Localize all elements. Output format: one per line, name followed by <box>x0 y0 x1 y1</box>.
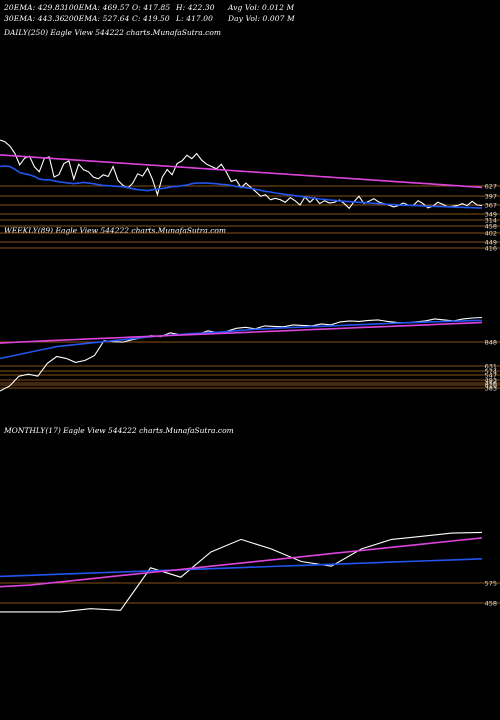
level-label: 402 <box>485 230 497 238</box>
series-ema-slow <box>0 154 483 189</box>
daily-panel-title: DAILY(250) Eagle View 544222 charts.Muna… <box>4 28 221 37</box>
level-label: 493 <box>485 377 497 385</box>
level-label: 449 <box>485 239 497 247</box>
stat-day-vol: Day Vol: 0.007 M <box>228 14 295 23</box>
series-price <box>0 531 483 613</box>
level-label: 574 <box>485 368 497 376</box>
level-label: 458 <box>485 223 497 231</box>
level-label: 349 <box>485 211 497 219</box>
level-label: 416 <box>485 245 497 253</box>
stat-avg-vol: Avg Vol: 0.012 M <box>228 3 295 12</box>
level-label: 383 <box>485 385 497 393</box>
level-label: 458 <box>485 600 497 608</box>
series-ema-slow <box>0 321 483 344</box>
series-ema-fast <box>0 165 482 209</box>
stat-high: H: 422.30 <box>176 3 215 12</box>
stat-100ema: 100EMA: 469.57 <box>64 3 130 12</box>
series-ema-fast <box>0 558 483 578</box>
level-label: 367 <box>485 202 497 210</box>
level-label: 848 <box>485 339 497 347</box>
series-ema-slow <box>0 537 483 588</box>
level-label: 314 <box>485 217 497 225</box>
monthly-panel-title: MONTHLY(17) Eagle View 544222 charts.Mun… <box>4 426 234 435</box>
level-label: 397 <box>485 193 497 201</box>
series-ema-fast <box>0 319 483 360</box>
level-label: 547 <box>485 372 497 380</box>
level-label: 456 <box>485 380 497 388</box>
stat-open: O: 417.85 <box>132 3 171 12</box>
level-label: 575 <box>485 580 497 588</box>
stat-close: C: 419.50 <box>132 14 170 23</box>
level-label: 416 <box>485 382 497 390</box>
stat-low: L: 417.00 <box>176 14 214 23</box>
stat-200ema: 200EMA: 527.64 <box>64 14 130 23</box>
level-label: 631 <box>485 363 497 371</box>
level-label: 627 <box>485 183 497 191</box>
stat-30ema: 30EMA: 443.36 <box>4 14 65 23</box>
series-price <box>0 139 483 210</box>
stat-20ema: 20EMA: 429.83 <box>4 3 65 12</box>
weekly-panel-title: WEEKLY(89) Eagle View 544222 charts.Muna… <box>4 226 227 235</box>
